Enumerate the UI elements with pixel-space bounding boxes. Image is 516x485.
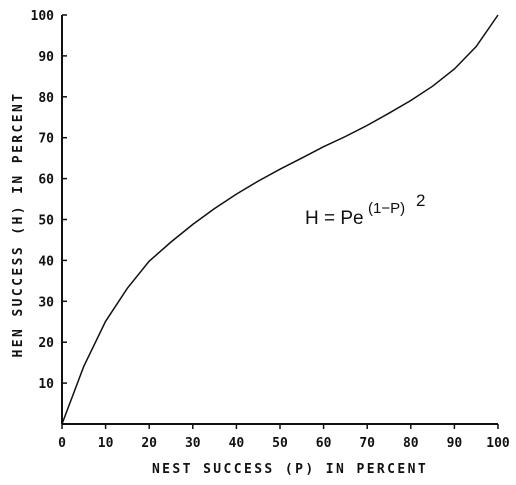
y-tick-label: 50 [38,214,54,229]
x-tick-label: 100 [486,436,510,451]
y-tick-label: 70 [38,132,54,147]
y-tick-label: 90 [38,50,54,65]
x-tick-label: 40 [229,436,245,451]
x-tick-label: 90 [447,436,463,451]
x-axis-title: NEST SUCCESS (P) IN PERCENT [152,462,428,477]
x-tick-label: 70 [359,436,375,451]
x-ticks: 0 10 20 30 40 50 60 70 80 90 100 [58,424,510,451]
x-tick-label: 20 [141,436,157,451]
formula-exponent: (1−P) [368,200,405,217]
y-tick-label: 80 [38,91,54,106]
formula-text: H = Pe [305,208,364,229]
formula-annotation: H = Pe (1−P) 2 [305,191,425,229]
y-tick-label: 20 [38,336,54,351]
y-ticks: 10 20 30 40 50 60 70 80 90 100 [31,9,67,392]
x-tick-label: 30 [185,436,201,451]
x-tick-label: 10 [98,436,114,451]
x-tick-label: 0 [58,436,66,451]
y-tick-label: 10 [38,377,54,392]
y-axis-title: HEN SUCCESS (H) IN PERCENT [11,92,26,358]
axes [61,15,498,425]
series-line [61,14,499,425]
y-tick-label: 30 [38,295,54,310]
y-tick-label: 100 [31,9,55,24]
x-tick-label: 50 [272,436,288,451]
formula-power: 2 [416,191,425,210]
x-tick-label: 80 [403,436,419,451]
x-tick-label: 60 [316,436,332,451]
y-tick-label: 60 [38,173,54,188]
y-tick-label: 40 [38,254,54,269]
